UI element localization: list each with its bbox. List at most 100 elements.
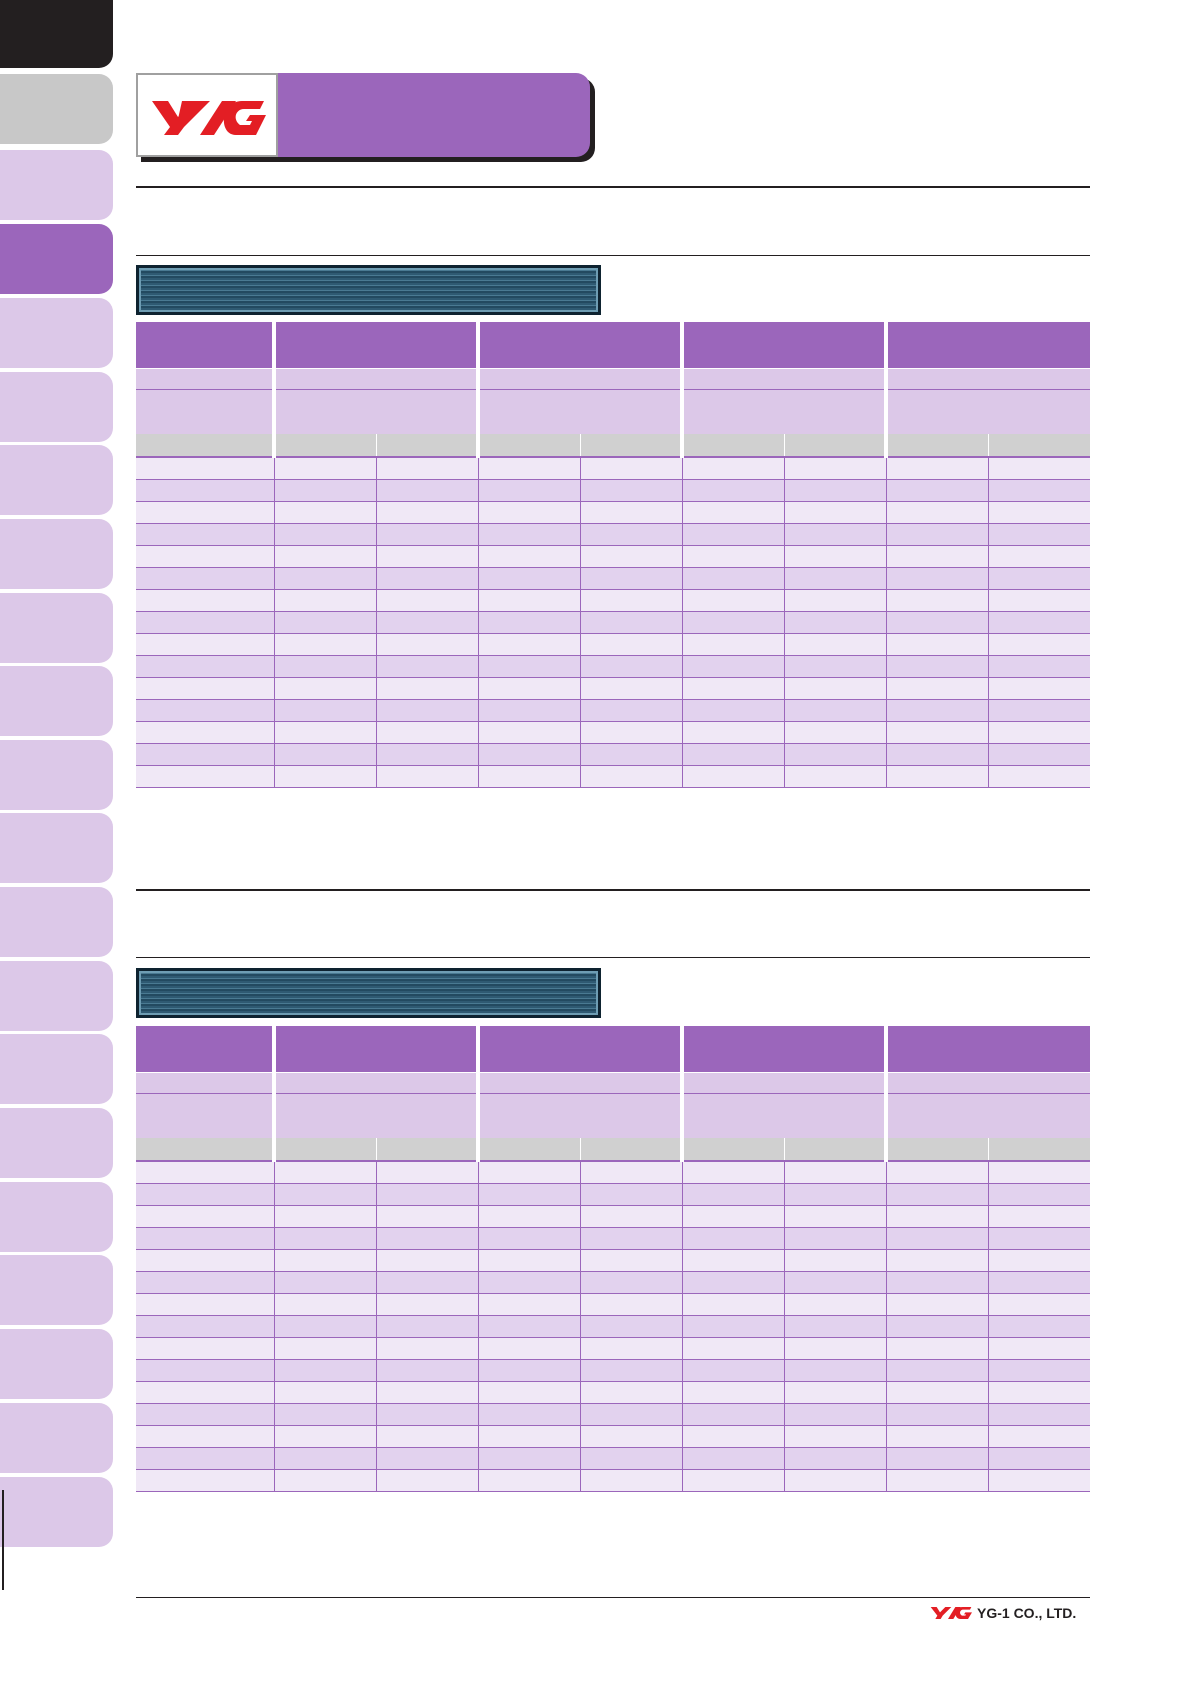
table-cell (987, 633, 1090, 656)
description-cell (680, 1093, 886, 1138)
table-cell (477, 633, 580, 656)
table-cell (681, 1293, 784, 1316)
side-tab-16[interactable] (0, 1108, 113, 1178)
units-cell (783, 434, 886, 457)
table-cell (273, 1315, 376, 1338)
side-tab-17[interactable] (0, 1182, 113, 1252)
side-tab-1[interactable] (0, 0, 113, 68)
table-cell (885, 1249, 988, 1272)
table-cell (375, 1447, 478, 1470)
table-cell (136, 589, 274, 612)
table-cell (136, 523, 274, 546)
table-cell (273, 1403, 376, 1426)
table-cell (375, 743, 478, 766)
table-cell (273, 677, 376, 700)
table-cell (885, 677, 988, 700)
table-cell (273, 1249, 376, 1272)
subheader-cell (272, 1072, 478, 1094)
table-cell (273, 456, 376, 480)
table-cell (579, 1293, 682, 1316)
table-cell (375, 589, 478, 612)
table-cell (783, 567, 886, 590)
side-tab-7[interactable] (0, 445, 113, 515)
side-tab-4-active[interactable] (0, 224, 113, 294)
table-cell (783, 677, 886, 700)
table-cell (477, 699, 580, 722)
table-cell (273, 523, 376, 546)
table-cell (783, 699, 886, 722)
table-cell (579, 633, 682, 656)
table-cell (136, 1403, 274, 1426)
side-tab-18[interactable] (0, 1255, 113, 1325)
table-units-row (136, 434, 1090, 457)
table-cell (477, 1381, 580, 1404)
side-tab-6[interactable] (0, 372, 113, 442)
table-cell (136, 743, 274, 766)
side-tab-20[interactable] (0, 1403, 113, 1473)
subheader-cell (476, 1072, 682, 1094)
table-cell (579, 545, 682, 568)
table-cell (136, 456, 274, 480)
header-cell (136, 322, 274, 369)
description-cell (272, 1093, 478, 1138)
table-cell (273, 655, 376, 678)
table-row (136, 523, 1090, 546)
table-cell (273, 699, 376, 722)
side-tab-19[interactable] (0, 1329, 113, 1399)
table-cell (273, 1227, 376, 1250)
table-cell (136, 545, 274, 568)
description-cell (476, 389, 682, 434)
table-cell (273, 1205, 376, 1228)
header-cell (680, 1026, 886, 1073)
table-cell (136, 1293, 274, 1316)
table-cell (477, 1469, 580, 1492)
table-cell (477, 765, 580, 788)
table-cell (136, 1205, 274, 1228)
side-tab-5[interactable] (0, 298, 113, 368)
side-tab-21[interactable] (0, 1477, 113, 1547)
table-cell (987, 479, 1090, 502)
side-tab-15[interactable] (0, 1034, 113, 1104)
table-cell (273, 1337, 376, 1360)
side-tab-9[interactable] (0, 593, 113, 663)
table-cell (477, 655, 580, 678)
table-row (136, 1425, 1090, 1448)
table-cell (681, 655, 784, 678)
side-tab-8[interactable] (0, 519, 113, 589)
footer-rule (136, 1597, 1090, 1598)
table-cell (477, 545, 580, 568)
footer-yg-logo-icon (930, 1607, 972, 1619)
table-cell (987, 1293, 1090, 1316)
subheader-cell (884, 1072, 1090, 1094)
header-cell (476, 322, 682, 369)
description-cell (680, 389, 886, 434)
table-cell (477, 1337, 580, 1360)
units-cell (884, 434, 988, 457)
side-tab-11[interactable] (0, 740, 113, 810)
units-cell (987, 1138, 1090, 1161)
table-cell (579, 1205, 682, 1228)
table-cell (273, 479, 376, 502)
table-cell (885, 1469, 988, 1492)
table-cell (783, 1293, 886, 1316)
mid-rule-1 (136, 889, 1090, 891)
table-cell (987, 677, 1090, 700)
subheader-cell (136, 368, 274, 390)
table-cell (273, 1271, 376, 1294)
table-cell (375, 545, 478, 568)
table-cell (579, 765, 682, 788)
table-cell (375, 1271, 478, 1294)
table-row (136, 1359, 1090, 1382)
table-cell (273, 721, 376, 744)
table-cell (885, 479, 988, 502)
table-row (136, 611, 1090, 634)
mid-rule-2 (136, 957, 1090, 958)
table-cell (987, 721, 1090, 744)
side-tab-12[interactable] (0, 813, 113, 883)
side-tab-10[interactable] (0, 666, 113, 736)
side-tab-14[interactable] (0, 961, 113, 1031)
side-tab-13[interactable] (0, 887, 113, 957)
subheader-cell (680, 368, 886, 390)
side-tab-2[interactable] (0, 74, 113, 144)
side-tab-3[interactable] (0, 150, 113, 220)
